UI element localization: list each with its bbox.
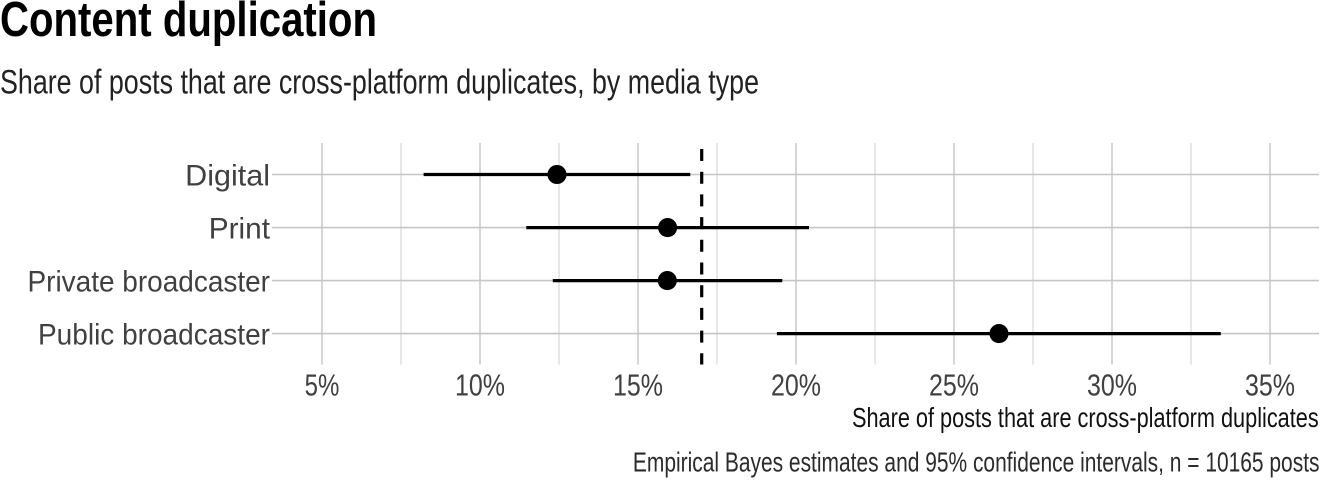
svg-text:Digital: Digital: [185, 160, 270, 193]
svg-text:Private broadcaster: Private broadcaster: [28, 266, 271, 299]
svg-text:Empirical Bayes estimates and: Empirical Bayes estimates and 95% confid…: [633, 447, 1320, 478]
svg-text:Public broadcaster: Public broadcaster: [38, 319, 270, 352]
svg-text:5%: 5%: [305, 368, 340, 403]
svg-text:20%: 20%: [771, 368, 821, 403]
svg-text:Share of posts that are cross-: Share of posts that are cross-platform d…: [852, 402, 1319, 433]
svg-text:25%: 25%: [929, 368, 979, 403]
svg-text:35%: 35%: [1245, 368, 1295, 403]
svg-text:15%: 15%: [613, 368, 663, 403]
svg-text:Content duplication: Content duplication: [0, 0, 377, 47]
svg-text:30%: 30%: [1087, 368, 1137, 403]
svg-text:Share of posts that are cross-: Share of posts that are cross-platform d…: [0, 63, 759, 101]
svg-text:10%: 10%: [455, 368, 505, 403]
svg-text:Print: Print: [209, 213, 271, 246]
